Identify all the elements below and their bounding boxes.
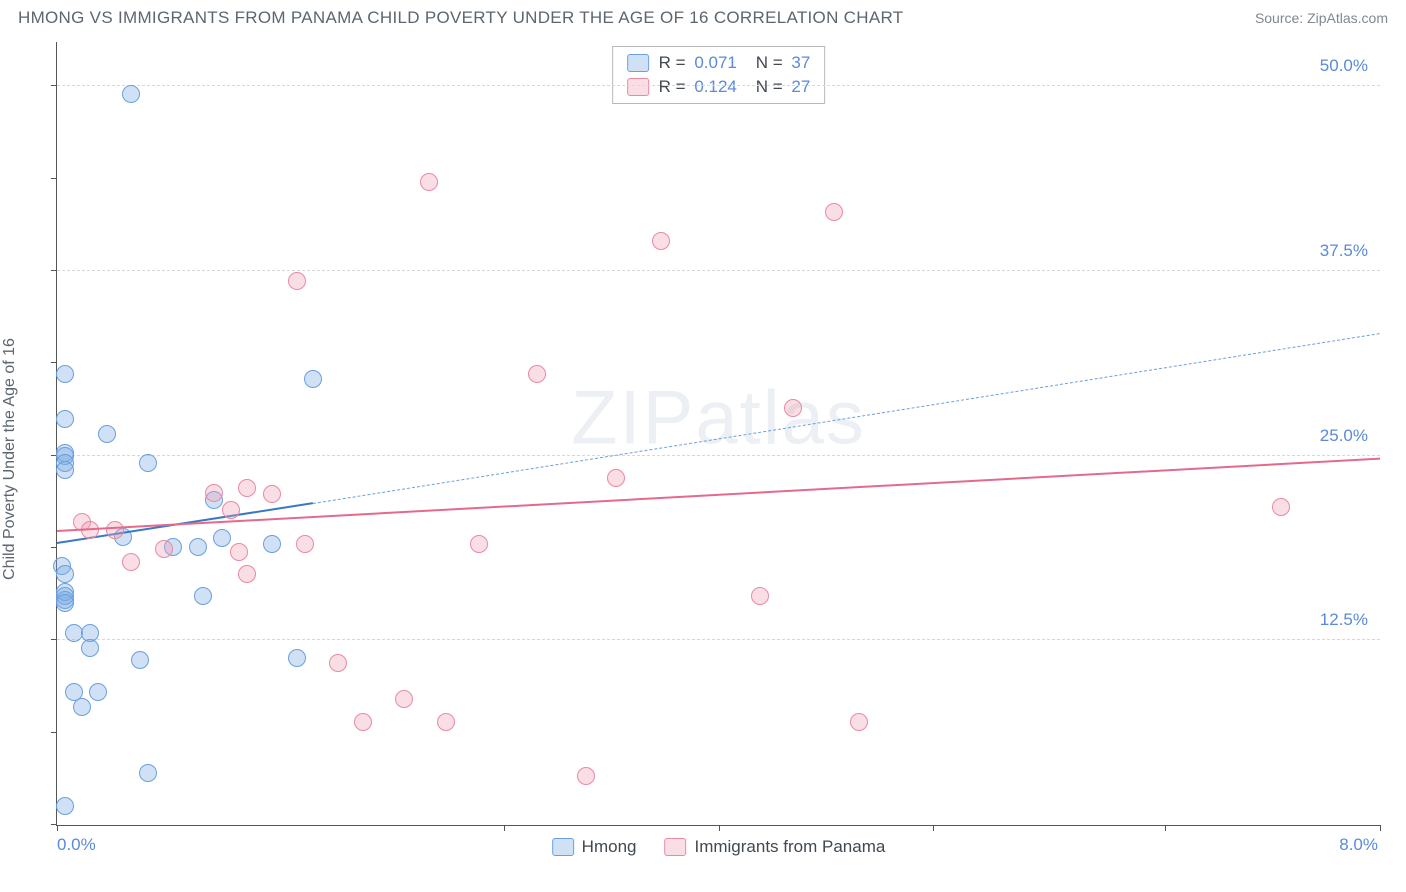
data-point-panama — [470, 535, 488, 553]
chart-area: Child Poverty Under the Age of 16 ZIPatl… — [18, 36, 1388, 882]
data-point-panama — [230, 543, 248, 561]
y-tick-label: 37.5% — [1320, 241, 1368, 261]
legend-swatch — [552, 838, 574, 856]
y-tick — [51, 362, 57, 363]
y-tick-label: 50.0% — [1320, 56, 1368, 76]
correlation-legend: R = 0.071 N = 37 R = 0.124 N = 27 — [612, 46, 826, 104]
data-point-panama — [652, 232, 670, 250]
y-tick — [51, 270, 57, 271]
x-tick-label: 8.0% — [1339, 835, 1378, 855]
legend-swatch — [627, 54, 649, 72]
gridline — [57, 85, 1380, 86]
data-point-panama — [825, 203, 843, 221]
data-point-panama — [607, 469, 625, 487]
legend-r-text: R = 0.071 N = 37 — [659, 53, 811, 73]
legend-item: Hmong — [552, 837, 637, 857]
legend-row-panama: R = 0.124 N = 27 — [613, 75, 825, 99]
trend-line — [313, 334, 1380, 505]
data-point-panama — [263, 485, 281, 503]
data-point-hmong — [194, 587, 212, 605]
data-point-hmong — [56, 461, 74, 479]
data-point-hmong — [73, 698, 91, 716]
gridline — [57, 639, 1380, 640]
data-point-hmong — [189, 538, 207, 556]
data-point-panama — [1272, 498, 1290, 516]
x-tick — [57, 825, 58, 831]
plot-region: ZIPatlas R = 0.071 N = 37 R = 0.124 N = 2… — [56, 42, 1380, 826]
data-point-hmong — [56, 410, 74, 428]
legend-swatch — [627, 78, 649, 96]
data-point-panama — [751, 587, 769, 605]
x-tick — [719, 825, 720, 831]
data-point-hmong — [122, 85, 140, 103]
data-point-hmong — [98, 425, 116, 443]
data-point-hmong — [89, 683, 107, 701]
data-point-panama — [122, 553, 140, 571]
data-point-panama — [155, 540, 173, 558]
trend-line — [57, 458, 1380, 532]
legend-label: Hmong — [582, 837, 637, 857]
legend-r-text: R = 0.124 N = 27 — [659, 77, 811, 97]
y-tick — [51, 547, 57, 548]
data-point-hmong — [304, 370, 322, 388]
data-point-panama — [850, 713, 868, 731]
data-point-hmong — [263, 535, 281, 553]
data-point-hmong — [288, 649, 306, 667]
y-tick-label: 25.0% — [1320, 426, 1368, 446]
data-point-hmong — [139, 454, 157, 472]
watermark: ZIPatlas — [571, 374, 866, 461]
data-point-panama — [106, 521, 124, 539]
data-point-panama — [437, 713, 455, 731]
data-point-panama — [296, 535, 314, 553]
data-point-hmong — [56, 594, 74, 612]
data-point-hmong — [65, 624, 83, 642]
y-tick-label: 12.5% — [1320, 610, 1368, 630]
y-tick — [51, 732, 57, 733]
data-point-panama — [354, 713, 372, 731]
data-point-hmong — [81, 639, 99, 657]
gridline — [57, 270, 1380, 271]
source-label: Source: ZipAtlas.com — [1255, 10, 1388, 26]
watermark-bold: ZIP — [571, 375, 695, 460]
x-tick — [1380, 825, 1381, 831]
x-tick-label: 0.0% — [57, 835, 96, 855]
legend-item: Immigrants from Panama — [664, 837, 885, 857]
y-axis-label: Child Poverty Under the Age of 16 — [1, 338, 19, 580]
data-point-panama — [329, 654, 347, 672]
data-point-hmong — [213, 529, 231, 547]
data-point-hmong — [131, 651, 149, 669]
data-point-panama — [784, 399, 802, 417]
data-point-panama — [420, 173, 438, 191]
y-tick — [51, 639, 57, 640]
data-point-hmong — [56, 565, 74, 583]
legend-label: Immigrants from Panama — [694, 837, 885, 857]
chart-header: HMONG VS IMMIGRANTS FROM PANAMA CHILD PO… — [0, 0, 1406, 34]
gridline — [57, 455, 1380, 456]
data-point-hmong — [139, 764, 157, 782]
y-tick — [51, 85, 57, 86]
data-point-panama — [238, 479, 256, 497]
x-tick — [1165, 825, 1166, 831]
data-point-panama — [238, 565, 256, 583]
data-point-panama — [205, 484, 223, 502]
x-tick — [504, 825, 505, 831]
data-point-panama — [222, 501, 240, 519]
x-tick — [933, 825, 934, 831]
legend-swatch — [664, 838, 686, 856]
data-point-hmong — [56, 797, 74, 815]
y-tick — [51, 178, 57, 179]
data-point-panama — [395, 690, 413, 708]
legend-row-hmong: R = 0.071 N = 37 — [613, 51, 825, 75]
chart-title: HMONG VS IMMIGRANTS FROM PANAMA CHILD PO… — [18, 8, 903, 28]
data-point-panama — [528, 365, 546, 383]
data-point-hmong — [56, 365, 74, 383]
data-point-panama — [577, 767, 595, 785]
watermark-thin: atlas — [695, 375, 866, 460]
series-legend: Hmong Immigrants from Panama — [552, 837, 886, 857]
data-point-panama — [288, 272, 306, 290]
